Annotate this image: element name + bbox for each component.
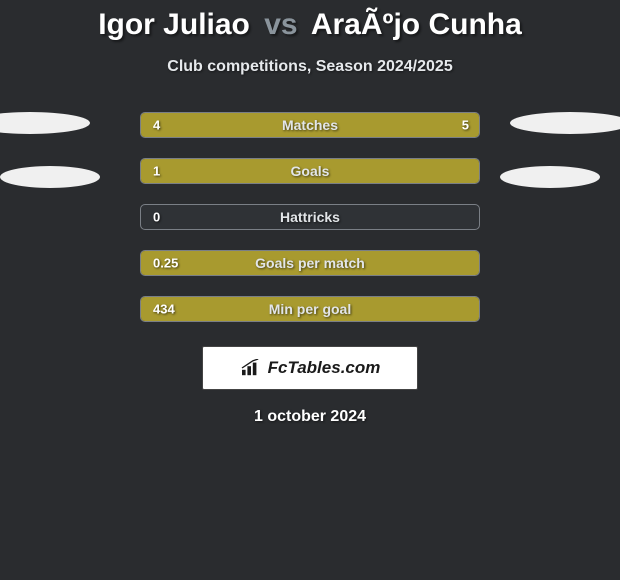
player2-name: AraÃºjo Cunha (311, 8, 522, 41)
stat-row-matches: 4 Matches 5 (140, 112, 480, 138)
player1-name: Igor Juliao (98, 8, 250, 41)
stat-label: Goals per match (255, 255, 365, 271)
right-decorative-ovals (510, 112, 620, 188)
stat-label: Matches (282, 117, 338, 133)
oval-icon (500, 166, 600, 188)
oval-icon (510, 112, 620, 134)
value-left: 4 (153, 118, 160, 133)
oval-icon (0, 166, 100, 188)
date-label: 1 october 2024 (0, 408, 620, 426)
bar-chart-icon (240, 359, 262, 377)
stat-row-hattricks: 0 Hattricks (140, 204, 480, 230)
bar-left (141, 113, 290, 137)
value-right: 5 (462, 118, 469, 133)
left-decorative-ovals (0, 112, 110, 188)
stat-label: Hattricks (280, 209, 340, 225)
chart-area: 4 Matches 5 1 Goals 0 Hattricks 0.25 Goa… (0, 112, 620, 322)
source-logo: FcTables.com (202, 346, 418, 390)
value-left: 0.25 (153, 256, 178, 271)
comparison-title: Igor Juliao vs AraÃºjo Cunha (0, 0, 620, 42)
stat-row-goals-per-match: 0.25 Goals per match (140, 250, 480, 276)
value-left: 434 (153, 302, 175, 317)
stat-label: Min per goal (269, 301, 351, 317)
stat-label: Goals (291, 163, 330, 179)
value-left: 1 (153, 164, 160, 179)
stat-row-min-per-goal: 434 Min per goal (140, 296, 480, 322)
logo-text: FcTables.com (268, 358, 381, 378)
stat-row-goals: 1 Goals (140, 158, 480, 184)
vs-label: vs (258, 8, 303, 41)
value-left: 0 (153, 210, 160, 225)
oval-icon (0, 112, 90, 134)
subtitle: Club competitions, Season 2024/2025 (0, 58, 620, 76)
stat-bars: 4 Matches 5 1 Goals 0 Hattricks 0.25 Goa… (140, 112, 480, 322)
